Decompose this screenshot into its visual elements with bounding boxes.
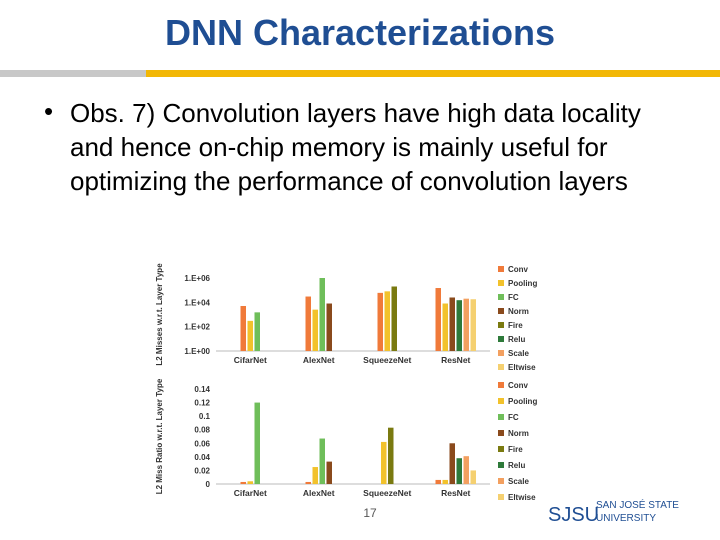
legend-label: Scale: [508, 349, 529, 358]
x-tick-label: ResNet: [441, 488, 470, 498]
bar-norm-resnet: [449, 443, 455, 484]
logo-abbr: SJSU: [548, 504, 600, 526]
x-tick-label: SqueezeNet: [363, 488, 411, 498]
title-rule-gold: [146, 70, 720, 77]
legend-label: Scale: [508, 477, 529, 486]
bar-pooling-alexnet: [312, 467, 318, 484]
x-tick-label: CifarNet: [234, 355, 267, 365]
bar-fc-cifarnet: [254, 402, 260, 484]
logo-line1: SAN JOSÉ STATE: [596, 500, 679, 511]
x-tick-label: AlexNet: [303, 488, 335, 498]
x-tick-label: ResNet: [441, 355, 470, 365]
bar-eltwise-resnet: [470, 299, 476, 351]
legend-swatch: [498, 336, 504, 342]
legend-label: Relu: [508, 461, 525, 470]
bar-conv-resnet: [435, 479, 441, 484]
bar-pooling-cifarnet: [247, 481, 253, 484]
bar-relu-resnet: [456, 300, 462, 351]
title-rule-gray: [0, 70, 146, 77]
bar-fc-alexnet: [319, 438, 325, 484]
bar-eltwise-resnet: [470, 470, 476, 484]
legend-swatch: [498, 350, 504, 356]
legend-label: Pooling: [508, 279, 537, 288]
bar-pooling-squeezenet: [381, 441, 387, 484]
legend-label: Eltwise: [508, 363, 536, 372]
legend-swatch: [498, 266, 504, 272]
legend-label: Norm: [508, 307, 529, 316]
y-tick-label: 1.E+04: [184, 298, 210, 307]
bar-fc-alexnet: [319, 278, 325, 351]
y-tick-label: 0.04: [194, 453, 210, 462]
bar-norm-resnet: [449, 297, 455, 351]
l2-misses-chart-svg: L2 Misses w.r.t. Layer Type 1.E+00 1.E+02 1…: [155, 263, 537, 372]
legend-label: Fire: [508, 445, 523, 454]
bullet-text: Obs. 7) Convolution layers have high dat…: [70, 98, 641, 196]
legend-label: FC: [508, 293, 519, 302]
bar-conv-resnet: [435, 288, 441, 351]
bar-pooling-squeezenet: [384, 291, 390, 351]
bar-norm-alexnet: [326, 461, 332, 484]
legend-swatch: [498, 446, 504, 452]
legend-swatch: [498, 478, 504, 484]
y-tick-label: 0: [206, 480, 211, 489]
bar-conv-cifarnet: [240, 305, 246, 351]
bar-norm-alexnet: [326, 303, 332, 351]
bar-pooling-cifarnet: [247, 320, 253, 351]
bar-relu-resnet: [456, 458, 462, 484]
legend-label: Norm: [508, 429, 529, 438]
sjsu-logo: SJSU SAN JOSÉ STATE UNIVERSITY: [548, 500, 718, 530]
bar-conv-squeezenet: [377, 292, 383, 351]
bar-fire-squeezenet: [391, 286, 397, 351]
legend-swatch: [498, 462, 504, 468]
bullet-marker: •: [44, 96, 54, 126]
bar-pooling-resnet: [442, 303, 448, 351]
y-tick-label: 1.E+00: [184, 347, 210, 356]
y-tick-label: 0.08: [194, 426, 210, 435]
legend-swatch: [498, 430, 504, 436]
legend-swatch: [498, 294, 504, 300]
y-tick-label: 0.1: [199, 412, 211, 421]
y-tick-label: 1.E+06: [184, 274, 210, 283]
legend-swatch: [498, 308, 504, 314]
bar-fire-squeezenet: [388, 427, 394, 484]
x-tick-label: AlexNet: [303, 355, 335, 365]
legend-label: Relu: [508, 335, 525, 344]
logo-line2: UNIVERSITY: [596, 513, 657, 524]
bar-conv-cifarnet: [240, 481, 246, 484]
legend-swatch: [498, 322, 504, 328]
l2-miss-ratio-chart: L2 Miss Ratio w.r.t. Layer Type 0 0.02 0.04…: [140, 378, 554, 508]
y-tick-label: 1.E+02: [184, 323, 210, 332]
bar-scale-resnet: [463, 298, 469, 351]
legend-swatch: [498, 382, 504, 388]
bar-pooling-resnet: [442, 479, 448, 484]
legend-label: FC: [508, 413, 519, 422]
y-tick-label: 0.14: [194, 385, 210, 394]
bar-pooling-alexnet: [312, 309, 318, 351]
bar-scale-resnet: [463, 456, 469, 484]
legend-swatch: [498, 414, 504, 420]
page-number: 17: [363, 506, 377, 520]
y-axis-label: L2 Miss Ratio w.r.t. Layer Type: [155, 378, 164, 494]
legend-swatch: [498, 364, 504, 370]
l2-miss-ratio-chart-svg: L2 Miss Ratio w.r.t. Layer Type 0 0.02 0.04…: [155, 378, 537, 502]
legend-swatch: [498, 494, 504, 500]
x-tick-label: SqueezeNet: [363, 355, 411, 365]
legend-swatch: [498, 280, 504, 286]
y-tick-label: 0.12: [194, 399, 210, 408]
bar-conv-alexnet: [305, 481, 311, 484]
legend-label: Fire: [508, 321, 523, 330]
bar-fc-cifarnet: [254, 312, 260, 351]
y-axis-label: L2 Misses w.r.t. Layer Type: [155, 263, 164, 366]
legend-swatch: [498, 398, 504, 404]
legend-label: Conv: [508, 381, 529, 390]
x-tick-label: CifarNet: [234, 488, 267, 498]
y-tick-label: 0.02: [194, 466, 210, 475]
legend-label: Pooling: [508, 397, 537, 406]
legend-label: Conv: [508, 265, 529, 274]
legend-label: Eltwise: [508, 493, 536, 502]
bar-conv-alexnet: [305, 296, 311, 351]
slide-title: DNN Characterizations: [164, 12, 556, 53]
y-tick-label: 0.06: [194, 439, 210, 448]
l2-misses-chart: L2 Misses w.r.t. Layer Type 1.E+00 1.E+02 1…: [140, 256, 554, 373]
